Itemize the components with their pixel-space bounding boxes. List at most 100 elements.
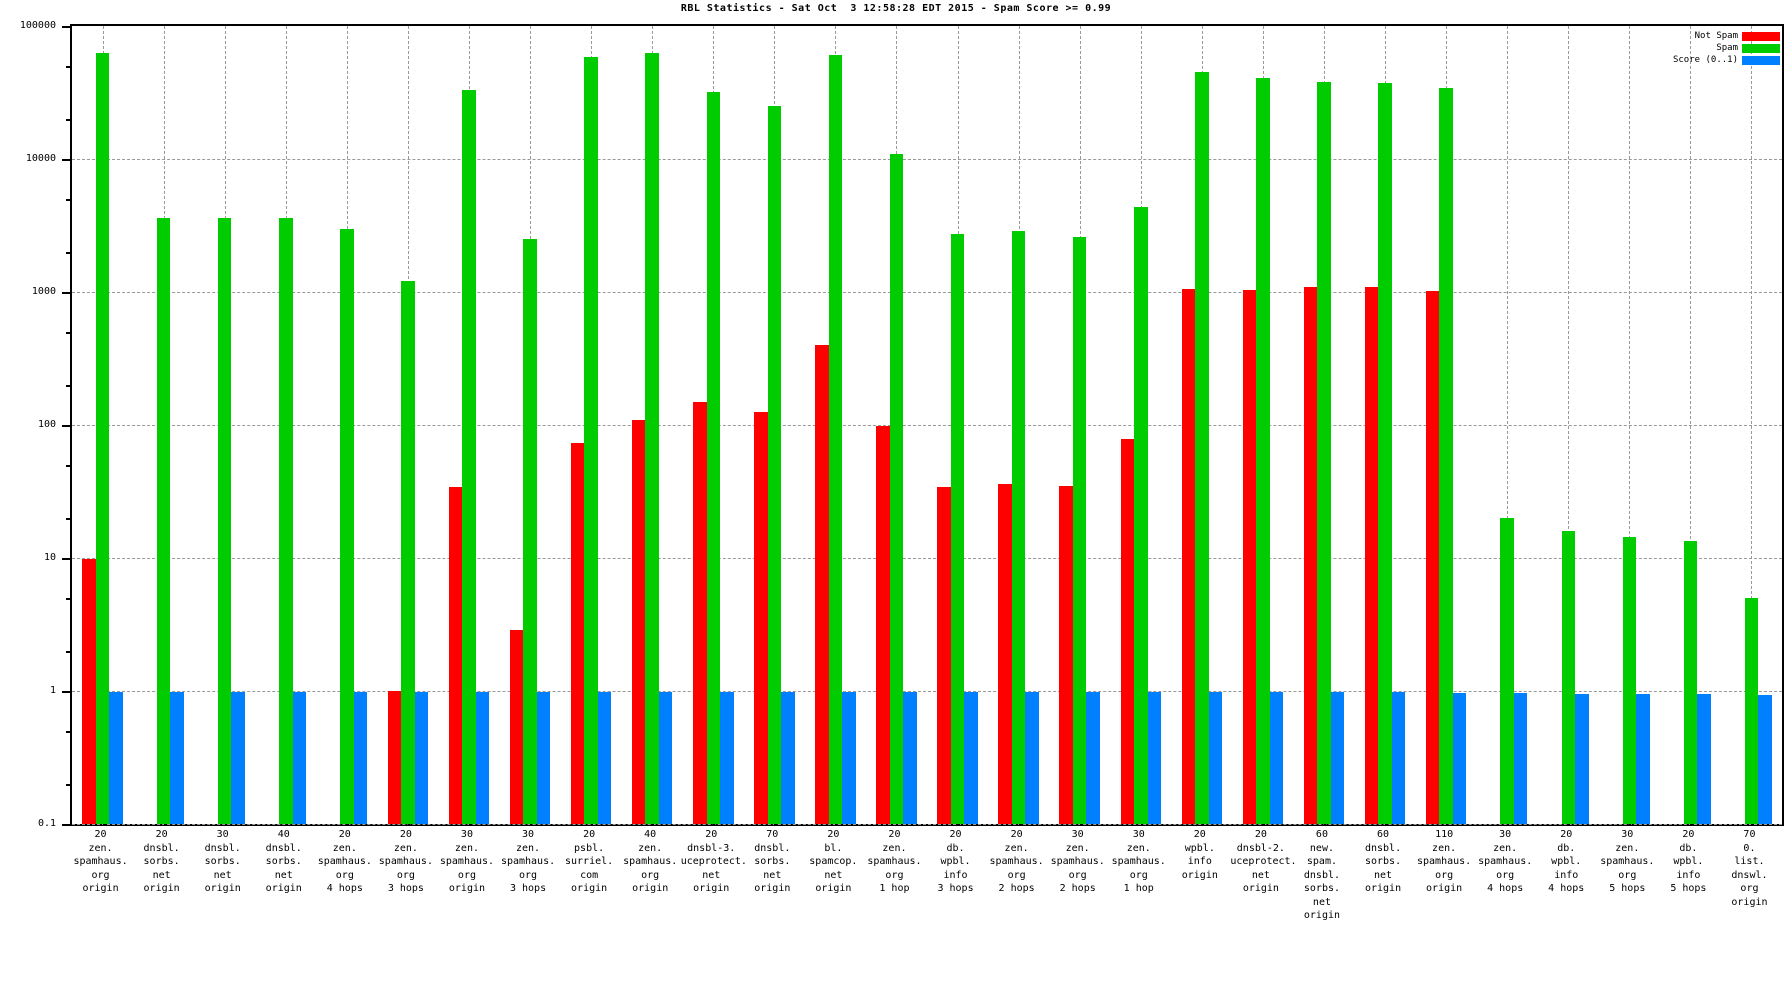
bar-score bbox=[1025, 691, 1039, 824]
x-axis-label-line: org bbox=[1068, 869, 1087, 881]
bar-spam bbox=[767, 106, 782, 824]
x-axis-label-line: net bbox=[274, 869, 293, 881]
x-axis-label-line: origin bbox=[632, 883, 669, 894]
bar-spam bbox=[1256, 77, 1270, 824]
x-axis-label-line: 20 bbox=[1560, 829, 1573, 840]
bar-spam bbox=[1744, 598, 1759, 824]
bar-not-spam bbox=[631, 419, 646, 824]
bar-not-spam bbox=[998, 484, 1012, 824]
x-axis-tick-label: 40 dnsbl. sorbs. net origin bbox=[253, 828, 314, 896]
x-axis-label-line: wpbl. bbox=[940, 856, 971, 867]
x-axis-tick-label: 20 dnsbl-3. uceprotect. net origin bbox=[681, 828, 747, 896]
x-gridline bbox=[1629, 26, 1631, 824]
x-axis-label-line: zen. bbox=[1615, 842, 1640, 854]
x-axis-label-line: 70 bbox=[1743, 829, 1756, 840]
x-axis-label-line: 60 bbox=[1377, 829, 1390, 840]
y-axis-tick-label: 100000 bbox=[19, 20, 56, 31]
x-axis-tick-label: 70 0. list. dnswl. org origin bbox=[1719, 828, 1780, 909]
x-axis-label-line: com bbox=[580, 869, 599, 881]
bar-score bbox=[597, 691, 612, 824]
x-axis-label-line: zen. bbox=[1004, 842, 1029, 854]
x-gridline bbox=[1751, 26, 1753, 824]
y-axis-tick-label: 10000 bbox=[25, 153, 56, 164]
bar-score bbox=[1147, 691, 1161, 824]
x-axis-label-line: zen. bbox=[1065, 842, 1090, 854]
bar-spam bbox=[706, 91, 720, 824]
x-axis-label-line: surriel. bbox=[565, 856, 614, 867]
x-axis-tick-label: 20 zen. spamhaus. org 1 hop bbox=[864, 828, 925, 896]
x-axis-label-line: spamhaus. bbox=[1050, 856, 1105, 867]
x-axis-label-line: spamcop. bbox=[809, 856, 858, 867]
x-axis-tick-label: 30 zen. spamhaus. org 2 hops bbox=[1047, 828, 1108, 896]
bars-layer bbox=[72, 26, 1782, 825]
bar-spam bbox=[217, 217, 232, 824]
x-axis-label-line: sorbs. bbox=[204, 856, 241, 867]
x-axis-label-line: wpbl. bbox=[1551, 856, 1582, 867]
x-axis-label-line: dnswl. bbox=[1731, 869, 1768, 881]
x-axis-label-line: 3 hops bbox=[509, 883, 547, 894]
bar-score bbox=[781, 691, 795, 824]
bar-spam bbox=[1561, 530, 1575, 824]
bar-score bbox=[964, 691, 978, 824]
y-axis-minor-tick bbox=[66, 650, 72, 653]
x-axis-label-line: 20 bbox=[1010, 829, 1023, 840]
x-axis-label-line: 20 bbox=[338, 829, 351, 840]
bar-spam bbox=[156, 218, 171, 824]
bar-not-spam bbox=[1059, 485, 1073, 824]
x-axis-label-line: spamhaus. bbox=[867, 856, 922, 867]
bar-score bbox=[231, 691, 245, 824]
x-axis-label-line: 70 bbox=[766, 829, 779, 840]
y-axis-tick-label: 0.1 bbox=[37, 818, 56, 829]
bar-not-spam bbox=[82, 559, 96, 824]
bar-not-spam bbox=[570, 443, 585, 824]
bar-score bbox=[1636, 693, 1650, 824]
x-axis-label-line: 60 bbox=[1315, 829, 1328, 840]
x-axis-tick-label: 20 bl. spamcop. net origin bbox=[803, 828, 864, 896]
bar-score bbox=[1697, 693, 1711, 824]
x-axis-label-line: 20 bbox=[155, 829, 168, 840]
x-axis-label-line: zen. bbox=[1126, 842, 1151, 854]
x-axis-label-line: origin bbox=[693, 883, 730, 894]
x-axis-label-line: spamhaus. bbox=[1600, 856, 1655, 867]
x-axis-label-line: zen. bbox=[1432, 842, 1457, 854]
bar-not-spam bbox=[693, 401, 707, 824]
bar-not-spam bbox=[1303, 286, 1318, 824]
x-axis-label-line: sorbs. bbox=[754, 856, 791, 867]
x-axis-label-line: dnsbl. bbox=[1303, 869, 1341, 881]
x-axis-label-line: dnsbl. bbox=[1364, 842, 1402, 854]
x-axis-label-line: org bbox=[519, 869, 538, 881]
y-axis-tick bbox=[62, 159, 72, 161]
x-axis-tick-label: 20 zen. spamhaus. org 2 hops bbox=[986, 828, 1047, 896]
x-axis-label-line: org bbox=[457, 869, 476, 881]
bar-score bbox=[109, 691, 123, 824]
y-axis-minor-tick bbox=[66, 384, 72, 387]
x-axis-label-line: zen. bbox=[454, 842, 479, 854]
x-axis-tick-label: 20 zen. spamhaus. org 3 hops bbox=[375, 828, 436, 896]
x-axis-label-line: spamhaus. bbox=[439, 856, 495, 867]
legend-color-swatch bbox=[1742, 43, 1780, 53]
x-axis-label-line: 3 hops bbox=[387, 883, 424, 894]
y-gridline bbox=[72, 558, 1782, 559]
x-axis-label-line: spamhaus. bbox=[500, 856, 556, 867]
x-axis-tick-label: 60 dnsbl. sorbs. net origin bbox=[1353, 828, 1414, 896]
x-axis-label-line: org bbox=[1618, 869, 1637, 881]
legend-label: Not Spam bbox=[1694, 31, 1738, 41]
x-axis-tick-label: 20 db. wpbl. info 4 hops bbox=[1536, 828, 1597, 896]
bar-spam bbox=[828, 54, 843, 824]
y-gridline bbox=[72, 425, 1782, 426]
grid-layer bbox=[72, 26, 1782, 825]
x-axis-label-line: db. bbox=[1679, 842, 1698, 854]
bar-not-spam bbox=[448, 487, 463, 824]
x-gridline bbox=[1507, 26, 1509, 824]
x-axis-label-line: origin bbox=[1364, 883, 1402, 894]
x-axis-label-line: 30 bbox=[1132, 829, 1145, 840]
x-axis-label-line: origin bbox=[143, 883, 180, 894]
bar-score bbox=[1452, 693, 1467, 824]
bar-not-spam bbox=[876, 426, 890, 824]
x-axis-label-line: origin bbox=[1242, 883, 1279, 894]
x-gridline bbox=[1690, 26, 1692, 824]
x-axis-label-line: wpbl. bbox=[1673, 856, 1704, 867]
x-axis-label-line: spamhaus. bbox=[623, 856, 678, 867]
y-axis-tick bbox=[62, 691, 72, 693]
y-gridline bbox=[72, 691, 1782, 692]
